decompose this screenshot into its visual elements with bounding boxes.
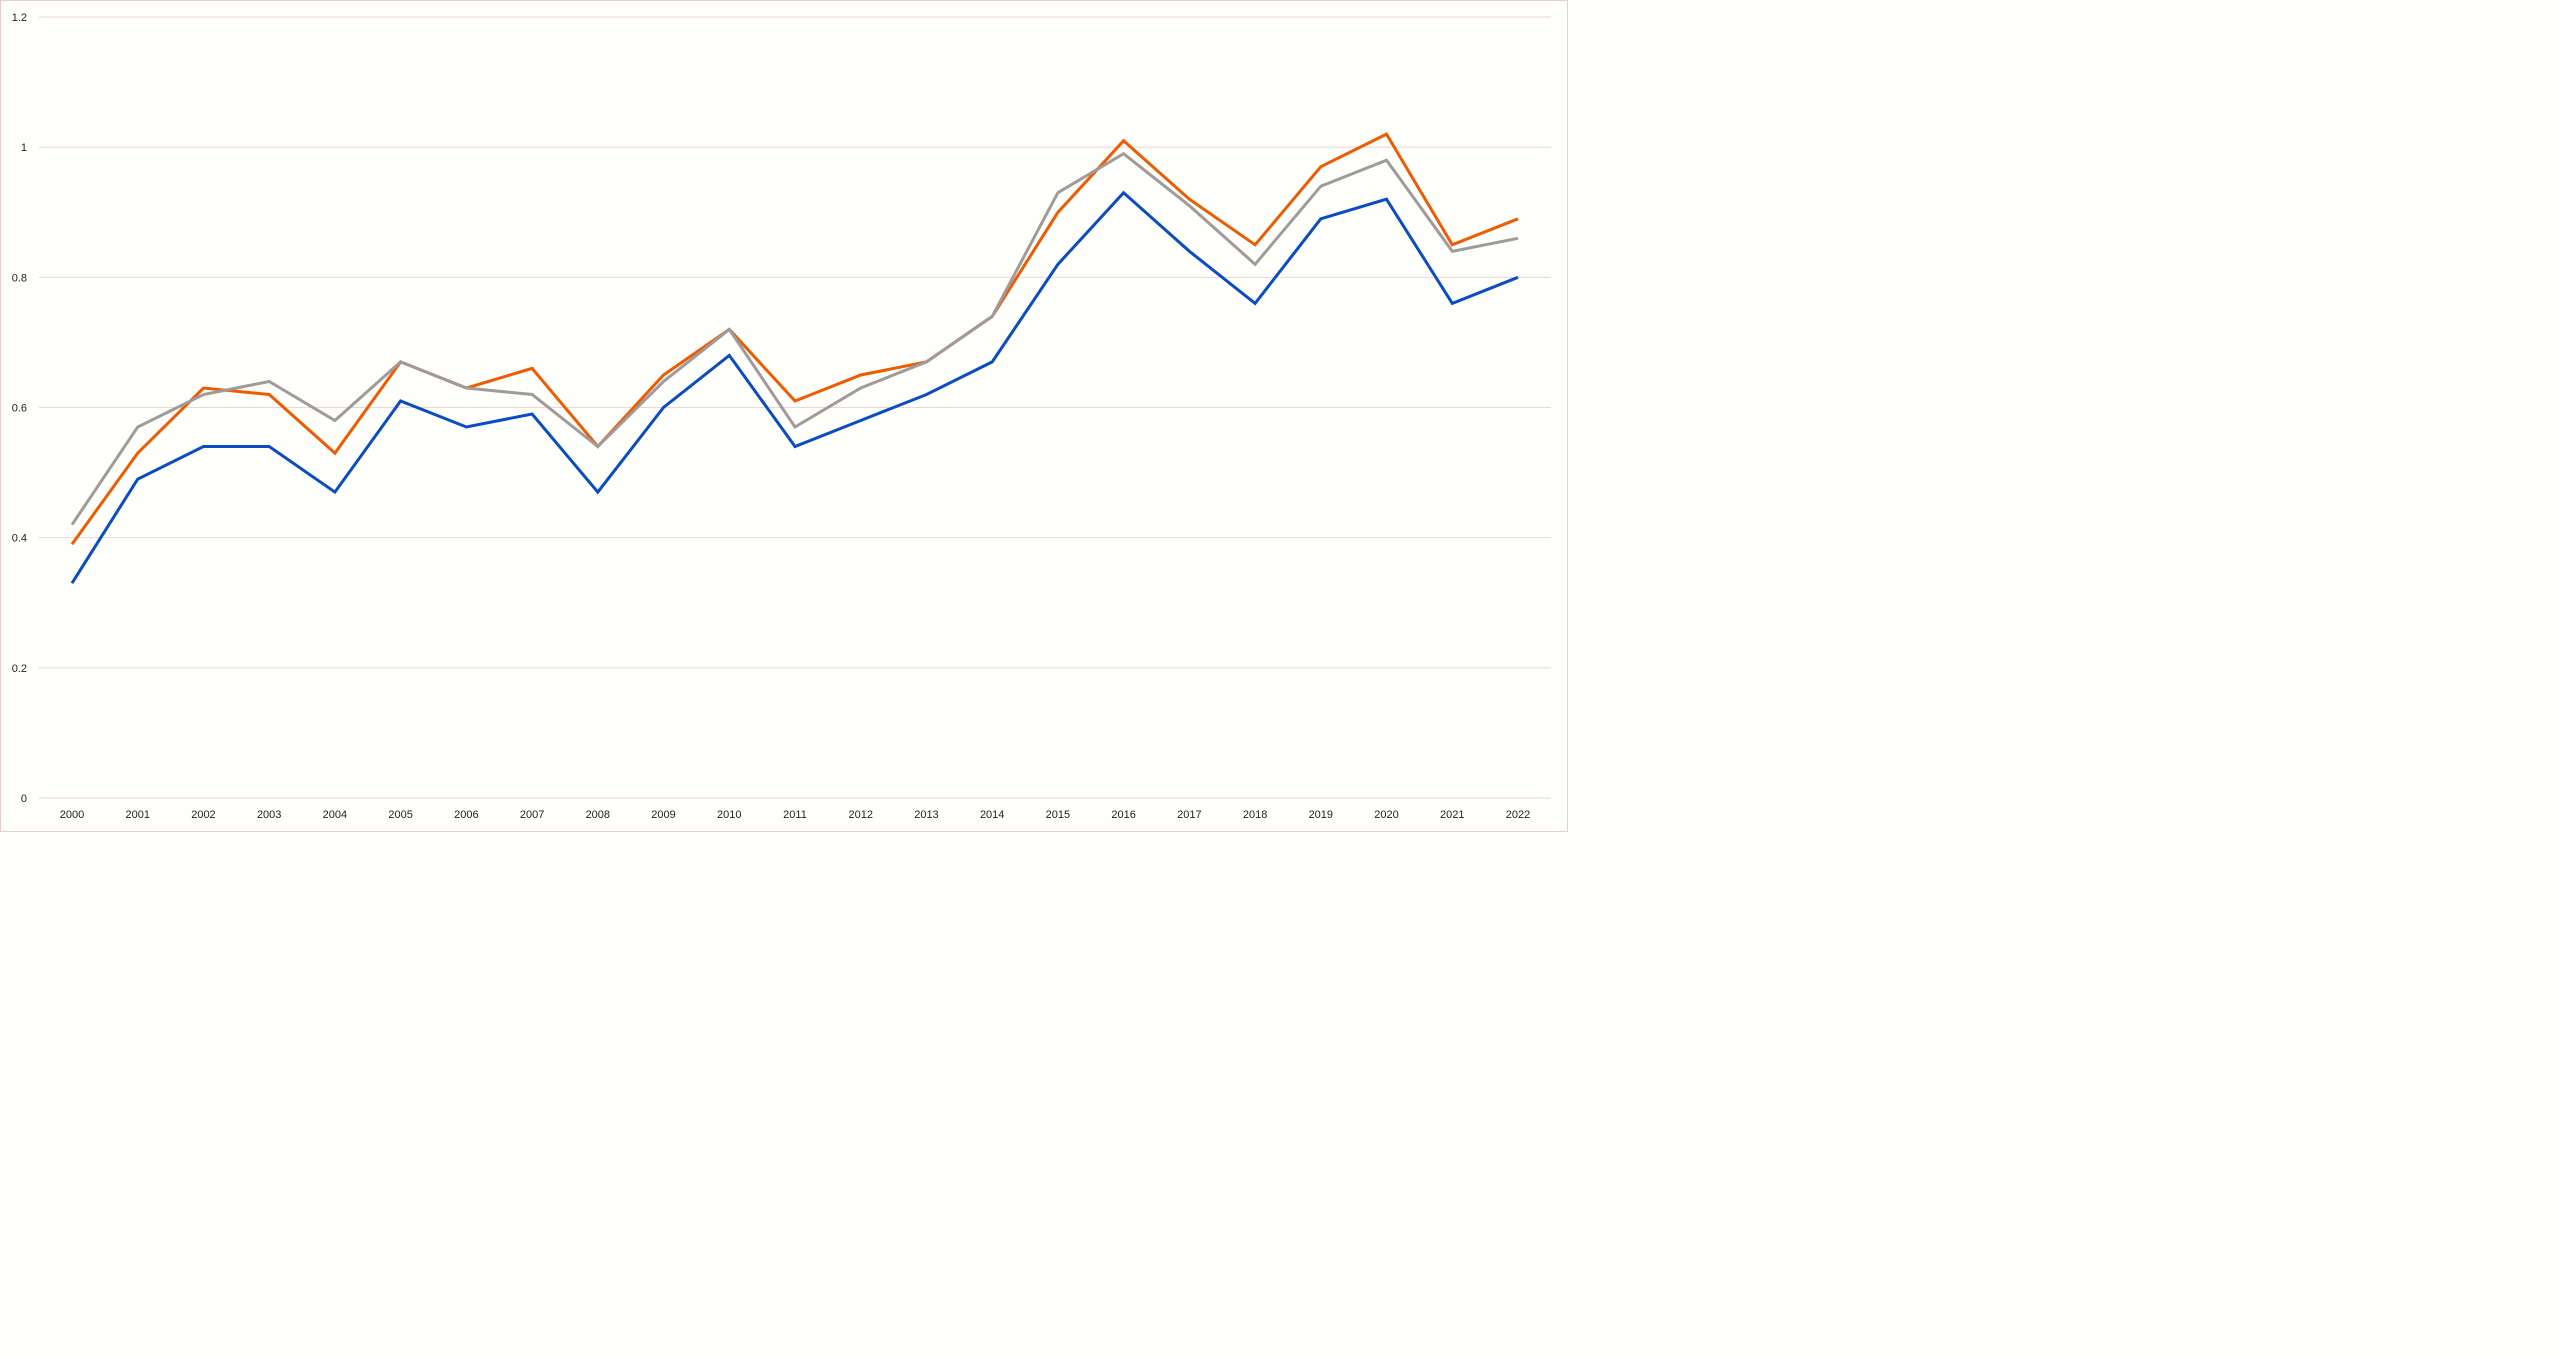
x-tick-label: 2003 xyxy=(257,809,281,821)
x-tick-label: 2022 xyxy=(1506,809,1530,821)
x-tick-label: 2000 xyxy=(60,809,84,821)
x-tick-label: 2006 xyxy=(454,809,478,821)
x-tick-label: 2004 xyxy=(323,809,347,821)
x-tick-label: 2013 xyxy=(914,809,938,821)
y-tick-label: 0.8 xyxy=(12,272,27,284)
y-tick-label: 1.2 xyxy=(12,12,27,24)
line-chart: 00.20.40.60.811.2 2000 2001 2002 2003 2004 20… xyxy=(12,12,1551,821)
x-tick-label: 2017 xyxy=(1177,809,1201,821)
x-tick-label: 2020 xyxy=(1374,809,1398,821)
series-line-3 xyxy=(70,151,1519,526)
x-axis-tick-labels: 2000 2001 2002 2003 2004 2005 2006 2007 2008 2009… xyxy=(60,809,1530,821)
x-tick-label: 2007 xyxy=(520,809,544,821)
x-tick-label: 2005 xyxy=(388,809,412,821)
gridlines xyxy=(39,16,1551,799)
x-tick-label: 2011 xyxy=(783,809,807,821)
x-tick-label: 2010 xyxy=(717,809,741,821)
x-tick-label: 2012 xyxy=(848,809,872,821)
chart-area: 0 0.2 0.4 0.6 0.8 1 1.2 2000 2001 2002 2003 2004 20… xyxy=(0,0,1568,832)
x-tick-label: 2009 xyxy=(651,809,675,821)
y-tick-label: 0.4 xyxy=(12,533,27,545)
x-tick-label: 2015 xyxy=(1046,809,1070,821)
y-tick-label: 1 xyxy=(21,142,27,154)
y-tick-label: 0 xyxy=(21,793,27,805)
x-tick-label: 2019 xyxy=(1309,809,1333,821)
x-tick-label: 2021 xyxy=(1440,809,1464,821)
y-axis-tick-labels: 0 0.2 0.4 0.6 0.8 1 1.2 xyxy=(12,12,27,805)
series-lines xyxy=(70,132,1519,585)
y-tick-label: 0.2 xyxy=(12,663,27,675)
x-tick-label: 2002 xyxy=(191,809,215,821)
x-tick-label: 2008 xyxy=(586,809,610,821)
series-line-2 xyxy=(70,132,1519,546)
x-tick-label: 2014 xyxy=(980,809,1004,821)
x-tick-label: 2001 xyxy=(125,809,149,821)
x-tick-label: 2018 xyxy=(1243,809,1267,821)
x-tick-label: 2016 xyxy=(1111,809,1135,821)
y-tick-label: 0.6 xyxy=(12,403,27,415)
series-line-1 xyxy=(70,190,1519,585)
